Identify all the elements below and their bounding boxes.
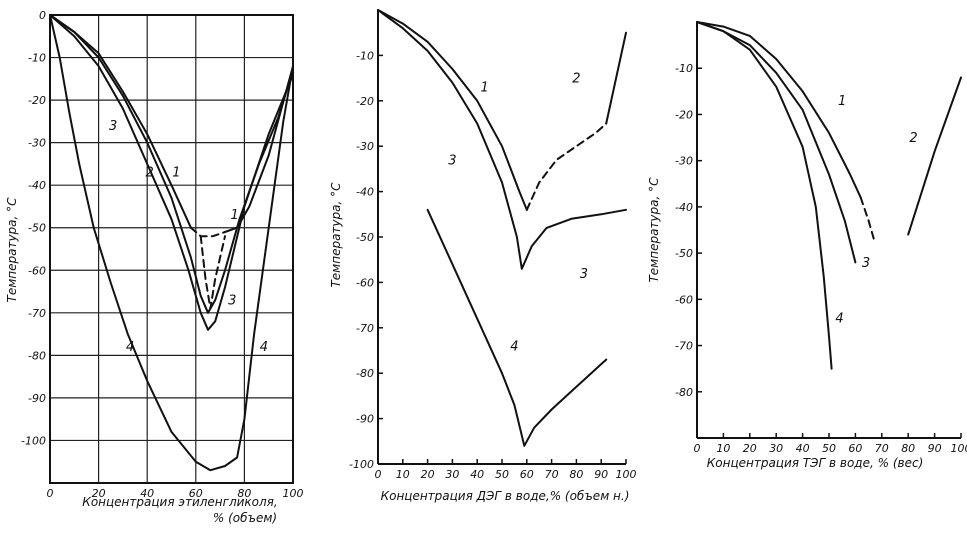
curve-label: 1 bbox=[172, 166, 180, 181]
curve-label: 1 bbox=[480, 81, 488, 96]
y-tick-label: -70 bbox=[356, 322, 374, 335]
y-tick-label: -30 bbox=[356, 140, 374, 153]
series-4-line bbox=[50, 15, 293, 470]
y-tick-label: -20 bbox=[675, 108, 693, 121]
x-tick-label: 70 bbox=[545, 468, 559, 481]
series-4-line bbox=[697, 22, 832, 369]
curve-label: 3 bbox=[228, 293, 236, 308]
curve-label: 2 bbox=[145, 166, 153, 181]
y-tick-label: -20 bbox=[28, 94, 46, 107]
x-tick-label: 50 bbox=[822, 442, 836, 455]
x-axis-label: Концентрация ТЭГ в воде, % (вес) bbox=[707, 456, 924, 470]
x-tick-label: 30 bbox=[769, 442, 783, 455]
x-tick-label: 40 bbox=[470, 468, 484, 481]
series-1-line bbox=[697, 22, 861, 198]
y-tick-label: 0 bbox=[39, 9, 46, 22]
series-1-line bbox=[378, 10, 527, 210]
y-tick-label: -100 bbox=[349, 458, 374, 471]
y-tick-label: -10 bbox=[675, 62, 693, 75]
y-tick-label: -50 bbox=[356, 231, 374, 244]
x-tick-label: 50 bbox=[495, 468, 509, 481]
series-2-line bbox=[606, 33, 626, 124]
series-2-line bbox=[527, 124, 606, 210]
x-tick-label: 0 bbox=[375, 468, 382, 481]
y-tick-label: -30 bbox=[28, 137, 46, 150]
y-tick-label: -40 bbox=[28, 179, 46, 192]
y-tick-label: -60 bbox=[356, 276, 374, 289]
y-tick-label: -40 bbox=[356, 186, 374, 199]
x-tick-label: 80 bbox=[569, 468, 583, 481]
x-tick-label: 30 bbox=[445, 468, 459, 481]
series-2-line bbox=[908, 78, 961, 235]
x-axis-label-line2: % (объем) bbox=[213, 511, 277, 525]
curve-label: 3 bbox=[580, 267, 588, 282]
chart-panel-deg: 0 10 20 30 40 50 60 70 80 90 100 -10 -20 -30 -40 -50 -60… bbox=[329, 10, 637, 503]
series-3-line bbox=[378, 10, 626, 269]
curve-label: 2 bbox=[572, 72, 580, 87]
y-tick-label: -80 bbox=[356, 367, 374, 380]
x-tick-label: 90 bbox=[594, 468, 608, 481]
curve-label: 4 bbox=[126, 340, 134, 355]
x-tick-label: 20 bbox=[421, 468, 435, 481]
curve-label: 1 bbox=[231, 208, 239, 223]
x-tick-label: 0 bbox=[47, 487, 54, 500]
y-tick-label: -80 bbox=[675, 386, 693, 399]
curve-label: 4 bbox=[260, 340, 268, 355]
curve-label: 3 bbox=[448, 153, 456, 168]
y-tick-label: -40 bbox=[675, 201, 693, 214]
y-tick-label: -90 bbox=[356, 413, 374, 426]
x-axis-label: Концентрация этиленгликоля, bbox=[82, 495, 277, 509]
y-tick-label: -80 bbox=[28, 349, 46, 362]
chart-panel-teg: 0 10 20 30 40 50 60 70 80 90 100 -10 -20 -30 -40 -50 -60… bbox=[647, 22, 967, 470]
x-tick-label: 100 bbox=[283, 487, 304, 500]
curve-label: 1 bbox=[838, 94, 846, 109]
x-tick-label: 10 bbox=[396, 468, 410, 481]
series-1-line bbox=[225, 66, 293, 232]
y-tick-label: -70 bbox=[28, 307, 46, 320]
series-1-line bbox=[861, 198, 874, 240]
x-tick-label: 60 bbox=[520, 468, 534, 481]
y-tick-label: -60 bbox=[28, 264, 46, 277]
y-tick-label: -100 bbox=[21, 434, 46, 447]
y-tick-label: -20 bbox=[356, 95, 374, 108]
x-tick-label: 70 bbox=[875, 442, 889, 455]
y-tick-label: -10 bbox=[28, 52, 46, 65]
y-tick-label: -70 bbox=[675, 340, 693, 353]
y-tick-label: -50 bbox=[28, 222, 46, 235]
series-2-line bbox=[50, 15, 293, 313]
series-4-line bbox=[428, 210, 607, 446]
x-tick-label: 60 bbox=[848, 442, 862, 455]
y-tick-label: -30 bbox=[675, 155, 693, 168]
y-axis-label: Температура, °С bbox=[5, 197, 19, 303]
x-tick-label: 40 bbox=[796, 442, 810, 455]
x-axis-label: Концентрация ДЭГ в воде,% (объем н.) bbox=[381, 489, 630, 503]
y-tick-label: -50 bbox=[675, 247, 693, 260]
y-axis-label: Температура, °С bbox=[329, 182, 343, 288]
curve-label: 4 bbox=[835, 311, 843, 326]
y-tick-label: -90 bbox=[28, 392, 46, 405]
y-tick-label: -10 bbox=[356, 49, 374, 62]
curve-label: 3 bbox=[109, 119, 117, 134]
x-tick-label: 80 bbox=[901, 442, 915, 455]
x-tick-label: 20 bbox=[743, 442, 757, 455]
curve-label: 4 bbox=[510, 340, 518, 355]
x-tick-label: 0 bbox=[694, 442, 701, 455]
x-tick-label: 100 bbox=[616, 468, 637, 481]
y-tick-label: -60 bbox=[675, 293, 693, 306]
curve-label: 3 bbox=[862, 256, 870, 271]
y-axis-label: Температура, °С bbox=[647, 177, 661, 283]
x-tick-label: 100 bbox=[951, 442, 967, 455]
x-tick-label: 90 bbox=[928, 442, 942, 455]
curve-label: 2 bbox=[909, 131, 917, 146]
x-tick-label: 10 bbox=[716, 442, 730, 455]
plot-frame bbox=[50, 15, 293, 483]
